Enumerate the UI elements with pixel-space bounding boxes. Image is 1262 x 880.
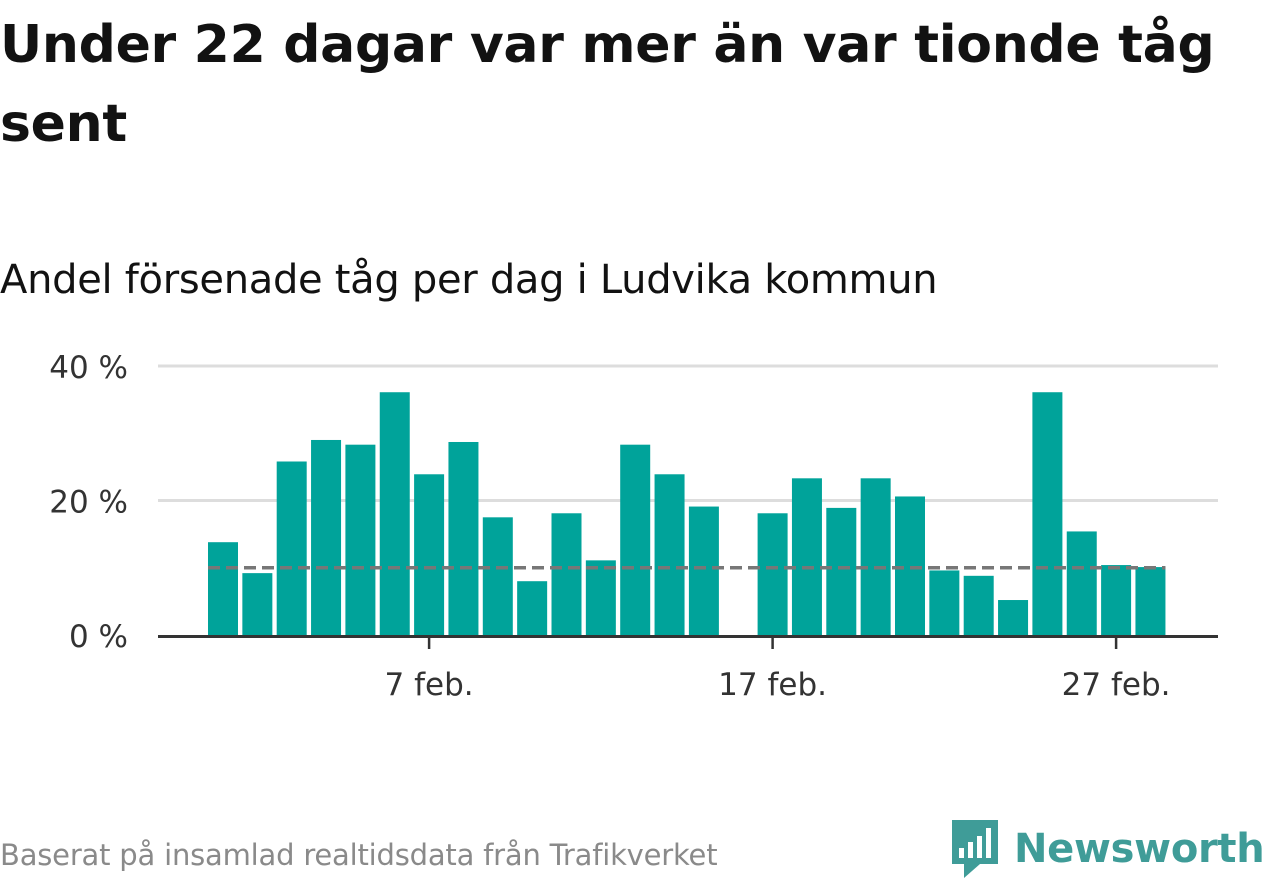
bar	[1135, 567, 1166, 635]
bar	[208, 542, 238, 635]
bar	[688, 506, 719, 635]
chart-title: Under 22 dagar var mer än var tionde tåg…	[0, 15, 1215, 154]
bar	[929, 570, 960, 635]
bar	[345, 444, 376, 635]
bar	[620, 444, 651, 635]
bar	[860, 478, 891, 635]
newsworthy-logo: Newsworthy	[950, 818, 1262, 880]
bar-chart: 0 % 20 % 40 % 7 feb. 17 feb. 27 feb.	[49, 350, 1218, 703]
bar	[1066, 531, 1097, 635]
x-tick-label: 17 feb.	[718, 667, 827, 703]
bar	[654, 474, 685, 635]
bar	[757, 513, 788, 635]
bar	[1101, 565, 1132, 635]
bar	[998, 600, 1029, 635]
bar	[448, 441, 479, 635]
bar	[1032, 392, 1063, 635]
bar	[895, 496, 925, 635]
bar	[311, 439, 342, 635]
bar	[414, 474, 445, 635]
bar	[791, 478, 822, 635]
bar	[379, 392, 410, 635]
bar	[551, 513, 582, 635]
bar	[482, 517, 513, 635]
bar	[242, 573, 273, 635]
bar	[276, 461, 307, 635]
logo-text: Newsworthy	[1014, 826, 1262, 872]
chart-subtitle: Andel försenade tåg per dag i Ludvika ko…	[0, 257, 938, 303]
y-tick-label: 40 %	[49, 350, 128, 386]
newsworthy-logo-icon	[952, 820, 998, 878]
x-tick-label: 27 feb.	[1062, 667, 1171, 703]
y-tick-label: 0 %	[69, 619, 128, 655]
y-tick-label: 20 %	[49, 485, 128, 521]
bar	[963, 575, 994, 635]
source-note: Baserat på insamlad realtidsdata från Tr…	[0, 838, 718, 872]
bar	[826, 507, 857, 635]
x-tick-label: 7 feb.	[385, 667, 474, 703]
bar	[517, 581, 548, 635]
bar	[585, 560, 616, 635]
